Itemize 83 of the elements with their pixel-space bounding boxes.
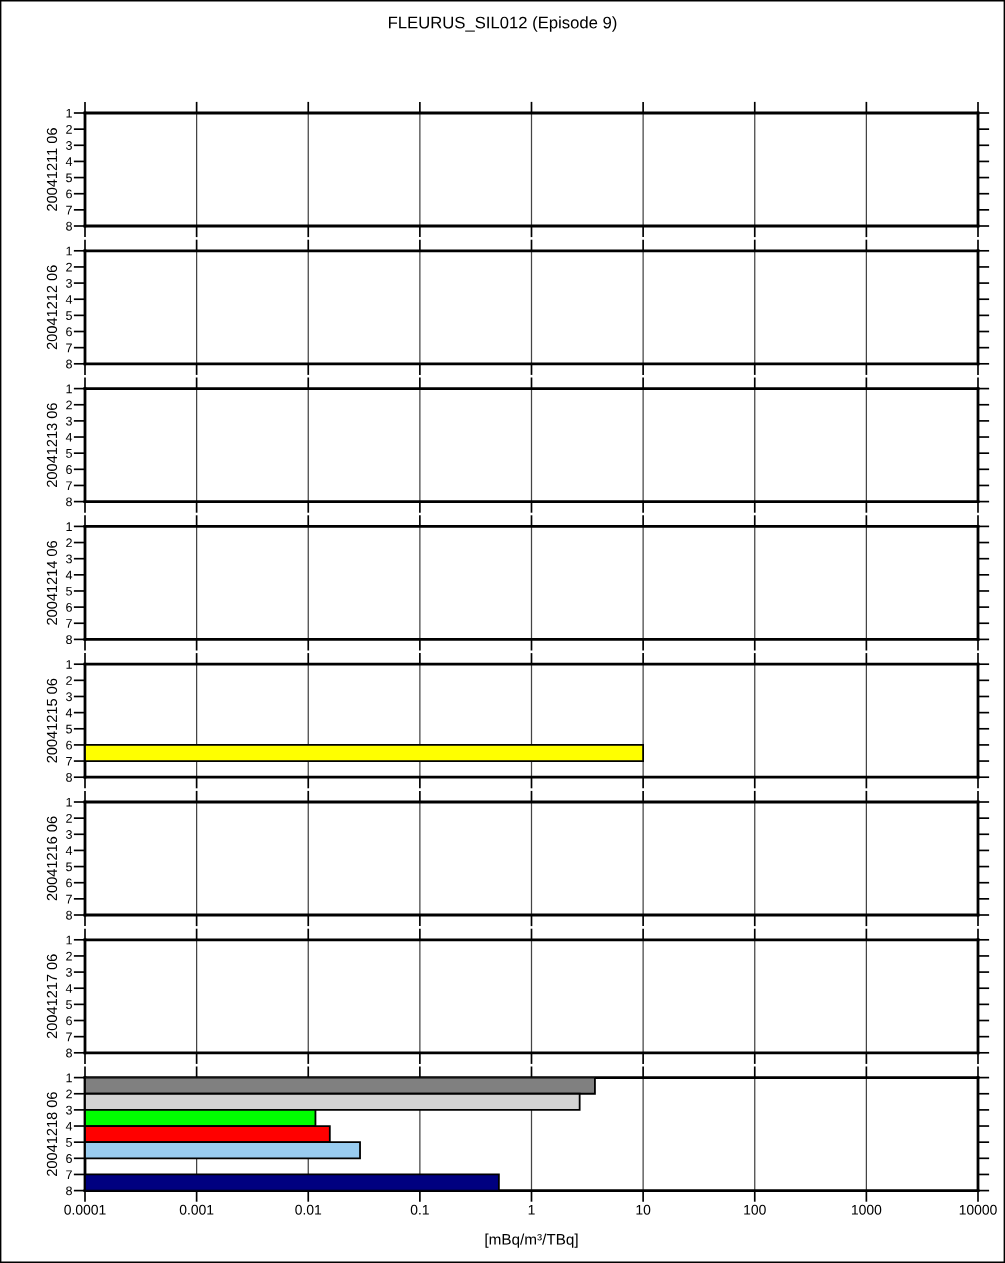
- y-tick-label: 6: [66, 327, 72, 337]
- y-tick-label: 4: [65, 984, 73, 993]
- y-tick-label: 6: [66, 1016, 72, 1026]
- y-tick-label: 2: [66, 538, 72, 548]
- x-tick-label: 0.001: [179, 1204, 214, 1215]
- y-tick-label: 5: [66, 449, 72, 458]
- y-tick-label: 1: [66, 384, 72, 394]
- y-tick-label: 7: [66, 205, 72, 215]
- y-tick-label: 7: [66, 619, 72, 628]
- y-tick-label: 5: [66, 862, 72, 872]
- y-tick-label: 4: [65, 1121, 73, 1131]
- y-tick-label: 2: [66, 400, 72, 410]
- y-tick-label: 4: [65, 157, 73, 166]
- y-tick-label: 5: [66, 1000, 72, 1010]
- y-tick-label: 4: [65, 295, 73, 304]
- y-tick-label: 6: [66, 465, 72, 474]
- y-axis-title: 20041211 06: [46, 128, 58, 211]
- y-tick-label: 3: [66, 830, 72, 839]
- y-axis-title: 20041216 06: [46, 816, 58, 901]
- x-tick-label: 0.0001: [64, 1204, 106, 1215]
- x-tick-label: 1000: [851, 1204, 882, 1215]
- x-axis-title: [mBq/m³/TBq]: [485, 1233, 578, 1248]
- y-axis-title: 20041213 06: [46, 403, 58, 487]
- y-tick-label: 8: [66, 773, 72, 782]
- y-tick-label: 5: [66, 724, 72, 734]
- y-tick-label: 7: [66, 1170, 72, 1179]
- y-tick-label: 8: [66, 497, 72, 507]
- y-tick-label: 4: [65, 708, 73, 718]
- y-tick-label: 5: [66, 311, 72, 321]
- y-tick-label: 3: [66, 967, 72, 977]
- y-tick-label: 6: [66, 189, 72, 199]
- y-tick-label: 3: [66, 1105, 72, 1115]
- y-tick-label: 8: [66, 910, 72, 920]
- y-tick-label: 5: [66, 173, 72, 183]
- y-tick-label: 7: [66, 481, 72, 490]
- x-tick-label: 100: [744, 1204, 766, 1215]
- y-tick-label: 5: [66, 586, 72, 596]
- y-tick-label: 1: [66, 660, 72, 669]
- y-tick-label: 6: [66, 1154, 72, 1163]
- y-tick-label: 7: [66, 1032, 72, 1042]
- y-axis-title: 20041217 06: [46, 954, 58, 1039]
- y-tick-label: 3: [66, 416, 72, 426]
- y-tick-label: 4: [65, 846, 73, 855]
- y-tick-label: 8: [66, 359, 72, 369]
- y-axis-title: 20041218 06: [46, 1092, 58, 1176]
- y-tick-label: 1: [66, 108, 72, 118]
- y-tick-label: 2: [66, 124, 72, 134]
- y-tick-label: 2: [66, 262, 72, 272]
- y-tick-label: 8: [66, 1048, 72, 1058]
- x-tick-label: 10000: [959, 1204, 997, 1215]
- y-tick-label: 2: [66, 1089, 72, 1099]
- y-tick-label: 1: [66, 797, 72, 807]
- y-axis-title: 20041212 06: [46, 265, 58, 350]
- y-tick-label: 7: [66, 343, 72, 353]
- y-tick-label: 2: [66, 813, 72, 823]
- x-tick-label: 0.1: [410, 1204, 429, 1215]
- y-tick-label: 3: [66, 278, 72, 288]
- y-tick-label: 1: [66, 246, 72, 256]
- x-tick-label: 0.01: [295, 1204, 322, 1215]
- y-tick-label: 7: [66, 756, 72, 766]
- y-axis-title: 20041215 06: [46, 678, 58, 763]
- y-tick-label: 5: [66, 1138, 72, 1147]
- y-tick-label: 6: [66, 740, 72, 750]
- y-tick-label: 7: [66, 894, 72, 904]
- y-tick-label: 6: [66, 602, 72, 612]
- y-tick-label: 8: [66, 1186, 72, 1196]
- y-tick-label: 8: [66, 635, 72, 645]
- y-tick-label: 1: [66, 1073, 72, 1083]
- y-tick-label: 1: [66, 935, 72, 945]
- y-tick-label: 6: [66, 878, 72, 888]
- y-tick-label: 4: [65, 570, 73, 580]
- y-tick-label: 4: [65, 432, 73, 442]
- chart-title: FLEURUS_SIL012 (Episode 9): [389, 16, 617, 32]
- y-tick-label: 1: [66, 522, 72, 531]
- x-tick-label: 1: [528, 1205, 535, 1215]
- y-tick-label: 2: [66, 951, 72, 961]
- y-tick-label: 8: [66, 221, 72, 231]
- y-axis-title: 20041214 06: [46, 540, 58, 625]
- y-tick-label: 3: [66, 554, 72, 564]
- x-tick-label: 10: [636, 1204, 651, 1215]
- y-tick-label: 2: [66, 676, 72, 685]
- y-tick-label: 3: [66, 141, 72, 150]
- y-tick-label: 3: [66, 692, 72, 702]
